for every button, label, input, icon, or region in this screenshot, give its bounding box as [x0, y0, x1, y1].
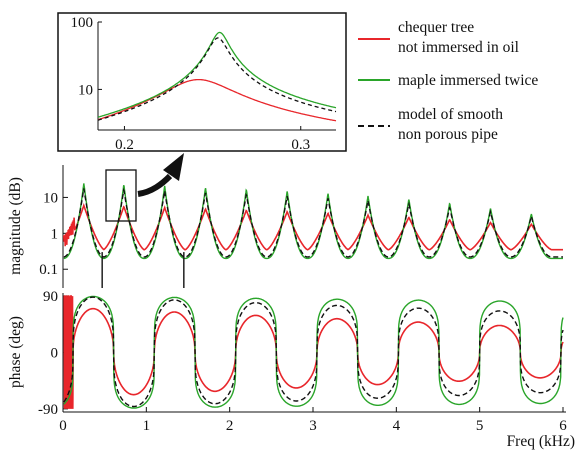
magnitude-chart: 0.1 1 10 magnitude (dB): [7, 153, 563, 288]
zoom-arrow-shaft: [137, 173, 173, 197]
phase-series-model-smooth-pipe: [63, 296, 564, 408]
magnitude-series-model-smooth-pipe: [63, 187, 563, 258]
x-axis-label: Freq (kHz): [507, 433, 575, 450]
zoom-box: [105, 169, 137, 222]
inset-x-tick-label: 0.2: [115, 137, 134, 153]
phase-y-tick-label: 0: [51, 346, 59, 362]
phase-y-label: phase (deg): [7, 316, 24, 388]
inset-series-maple-immersed: [97, 31, 337, 118]
inset-series-model-smooth-pipe: [97, 37, 337, 121]
inset-series-chequer-tree: [97, 78, 337, 122]
legend-label-chequer-2: not immersed in oil: [398, 39, 519, 56]
inset-y-tick-label: 100: [71, 15, 94, 31]
magnitude-y-tick-label: 0.1: [39, 262, 58, 278]
legend-label-chequer-1: chequer tree: [398, 19, 474, 36]
magnitude-y-tick-label: 10: [43, 190, 58, 206]
legend-label-model-1: model of smooth: [398, 106, 503, 123]
inset-border: [57, 12, 347, 152]
legend: chequer tree not immersed in oil maple i…: [358, 19, 538, 143]
zoom-arrow-head: [163, 153, 184, 181]
phase-series-maple-immersed: [63, 295, 564, 409]
magnitude-series-chequer-tree: [63, 202, 563, 251]
phase-x-tick-label: 2: [226, 418, 234, 434]
legend-label-model-2: non porous pipe: [398, 126, 498, 143]
magnitude-series-maple-immersed: [63, 183, 563, 260]
phase-x-tick-label: 0: [59, 418, 67, 434]
legend-label-maple: maple immersed twice: [398, 72, 538, 89]
magnitude-y-label: magnitude (dB): [7, 177, 24, 275]
inset-chart: 0.2 0.3 10 100: [57, 12, 347, 153]
phase-x-tick-label: 3: [309, 418, 317, 434]
phase-y-tick-label: 90: [43, 289, 58, 305]
phase-x-tick-label: 1: [143, 418, 151, 434]
phase-x-tick-label: 4: [393, 418, 401, 434]
phase-y-tick-label: -90: [38, 402, 58, 418]
inset-y-tick-label: 10: [78, 82, 93, 98]
magnitude-y-tick-label: 1: [51, 226, 59, 242]
phase-x-tick-label: 5: [476, 418, 484, 434]
inset-x-tick-label: 0.3: [291, 137, 310, 153]
phase-x-tick-label: 6: [559, 418, 567, 434]
